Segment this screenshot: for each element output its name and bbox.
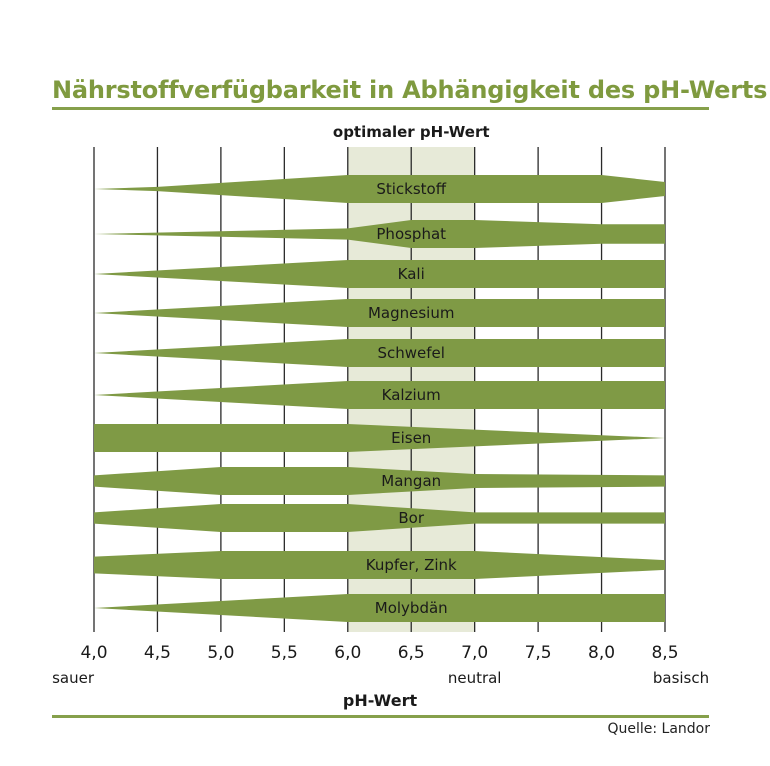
band-label: Kali xyxy=(398,265,425,283)
x-tick-label: 7,0 xyxy=(461,643,488,663)
band-label: Phosphat xyxy=(376,225,446,243)
x-tick-label: 5,0 xyxy=(207,643,234,663)
band-label: Kupfer, Zink xyxy=(366,556,457,574)
x-tick-label: 8,0 xyxy=(588,643,615,663)
x-tick-labels: 4,0 4,5 5,0 5,5 6,0 6,5 7,0 7,5 8,0 8,5 xyxy=(80,643,678,663)
x-tick-label: 4,5 xyxy=(144,643,171,663)
band-bor xyxy=(94,504,665,532)
band-label: Eisen xyxy=(391,429,431,447)
x-tick-label: 6,0 xyxy=(334,643,361,663)
band-label: Magnesium xyxy=(368,304,455,322)
footer-rule xyxy=(52,715,709,718)
scale-label: sauer xyxy=(52,669,95,687)
band-label: Mangan xyxy=(381,472,441,490)
scale-label: basisch xyxy=(653,669,709,687)
scale-labels: sauer neutral basisch xyxy=(52,669,709,687)
band-molybdän xyxy=(94,594,665,622)
band-label: Kalzium xyxy=(382,386,441,404)
band-label: Stickstoff xyxy=(376,180,446,198)
band-schwefel xyxy=(94,339,665,367)
band-phosphat xyxy=(94,220,665,248)
band-eisen xyxy=(94,424,665,452)
x-tick-label: 8,5 xyxy=(651,643,678,663)
band-kali xyxy=(94,260,665,288)
x-tick-label: 5,5 xyxy=(271,643,298,663)
band-magnesium xyxy=(94,299,665,327)
band-stickstoff xyxy=(94,175,665,203)
x-tick-label: 7,5 xyxy=(525,643,552,663)
title-rule xyxy=(52,107,709,110)
x-tick-label: 4,0 xyxy=(80,643,107,663)
band-label: Molybdän xyxy=(375,599,448,617)
x-tick-label: 6,5 xyxy=(398,643,425,663)
source-note: Quelle: Landor xyxy=(607,721,710,737)
x-axis-label: pH-Wert xyxy=(343,691,418,710)
band-mangan xyxy=(94,467,665,495)
band-label: Bor xyxy=(398,509,424,527)
scale-label: neutral xyxy=(448,669,502,687)
band-kupfer-zink xyxy=(94,551,665,579)
chart-title: Nährstoffverfügbarkeit in Abhängigkeit d… xyxy=(52,76,768,104)
band-label: Schwefel xyxy=(377,344,444,362)
nutrient-bands: Stickstoff Phosphat Kali Magnesium Schwefel K… xyxy=(94,175,665,622)
band-kalzium xyxy=(94,381,665,409)
optimum-label: optimaler pH-Wert xyxy=(333,123,490,141)
